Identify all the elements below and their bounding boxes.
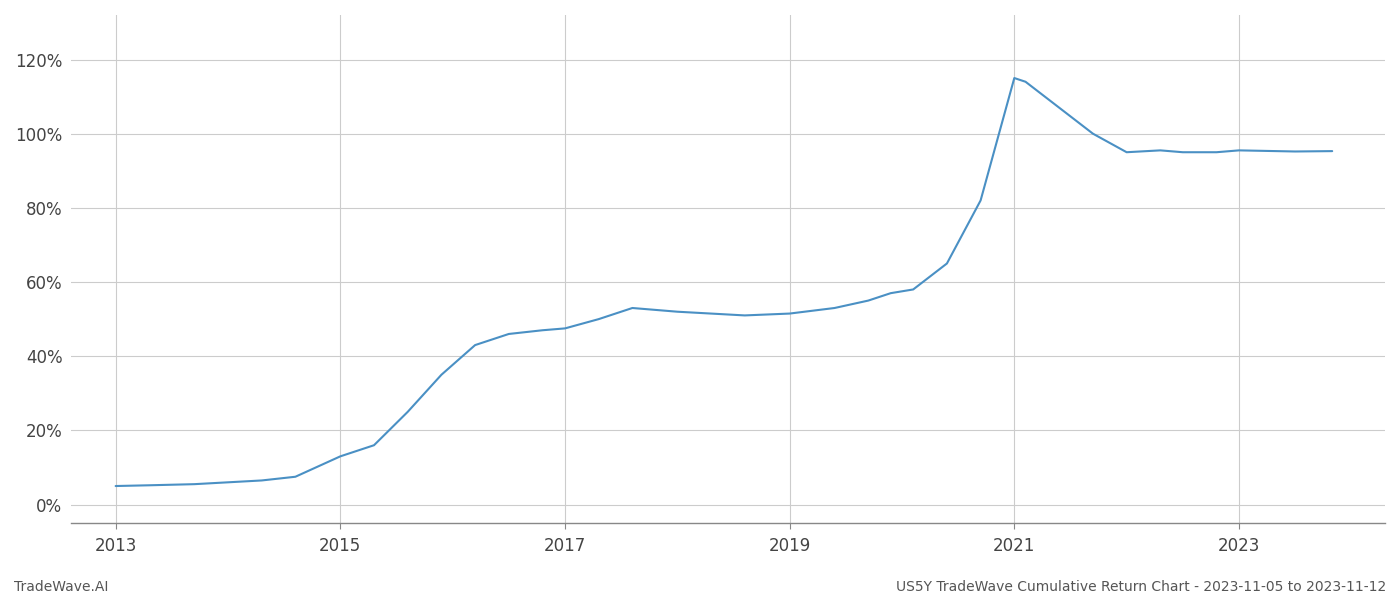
Text: TradeWave.AI: TradeWave.AI (14, 580, 108, 594)
Text: US5Y TradeWave Cumulative Return Chart - 2023-11-05 to 2023-11-12: US5Y TradeWave Cumulative Return Chart -… (896, 580, 1386, 594)
